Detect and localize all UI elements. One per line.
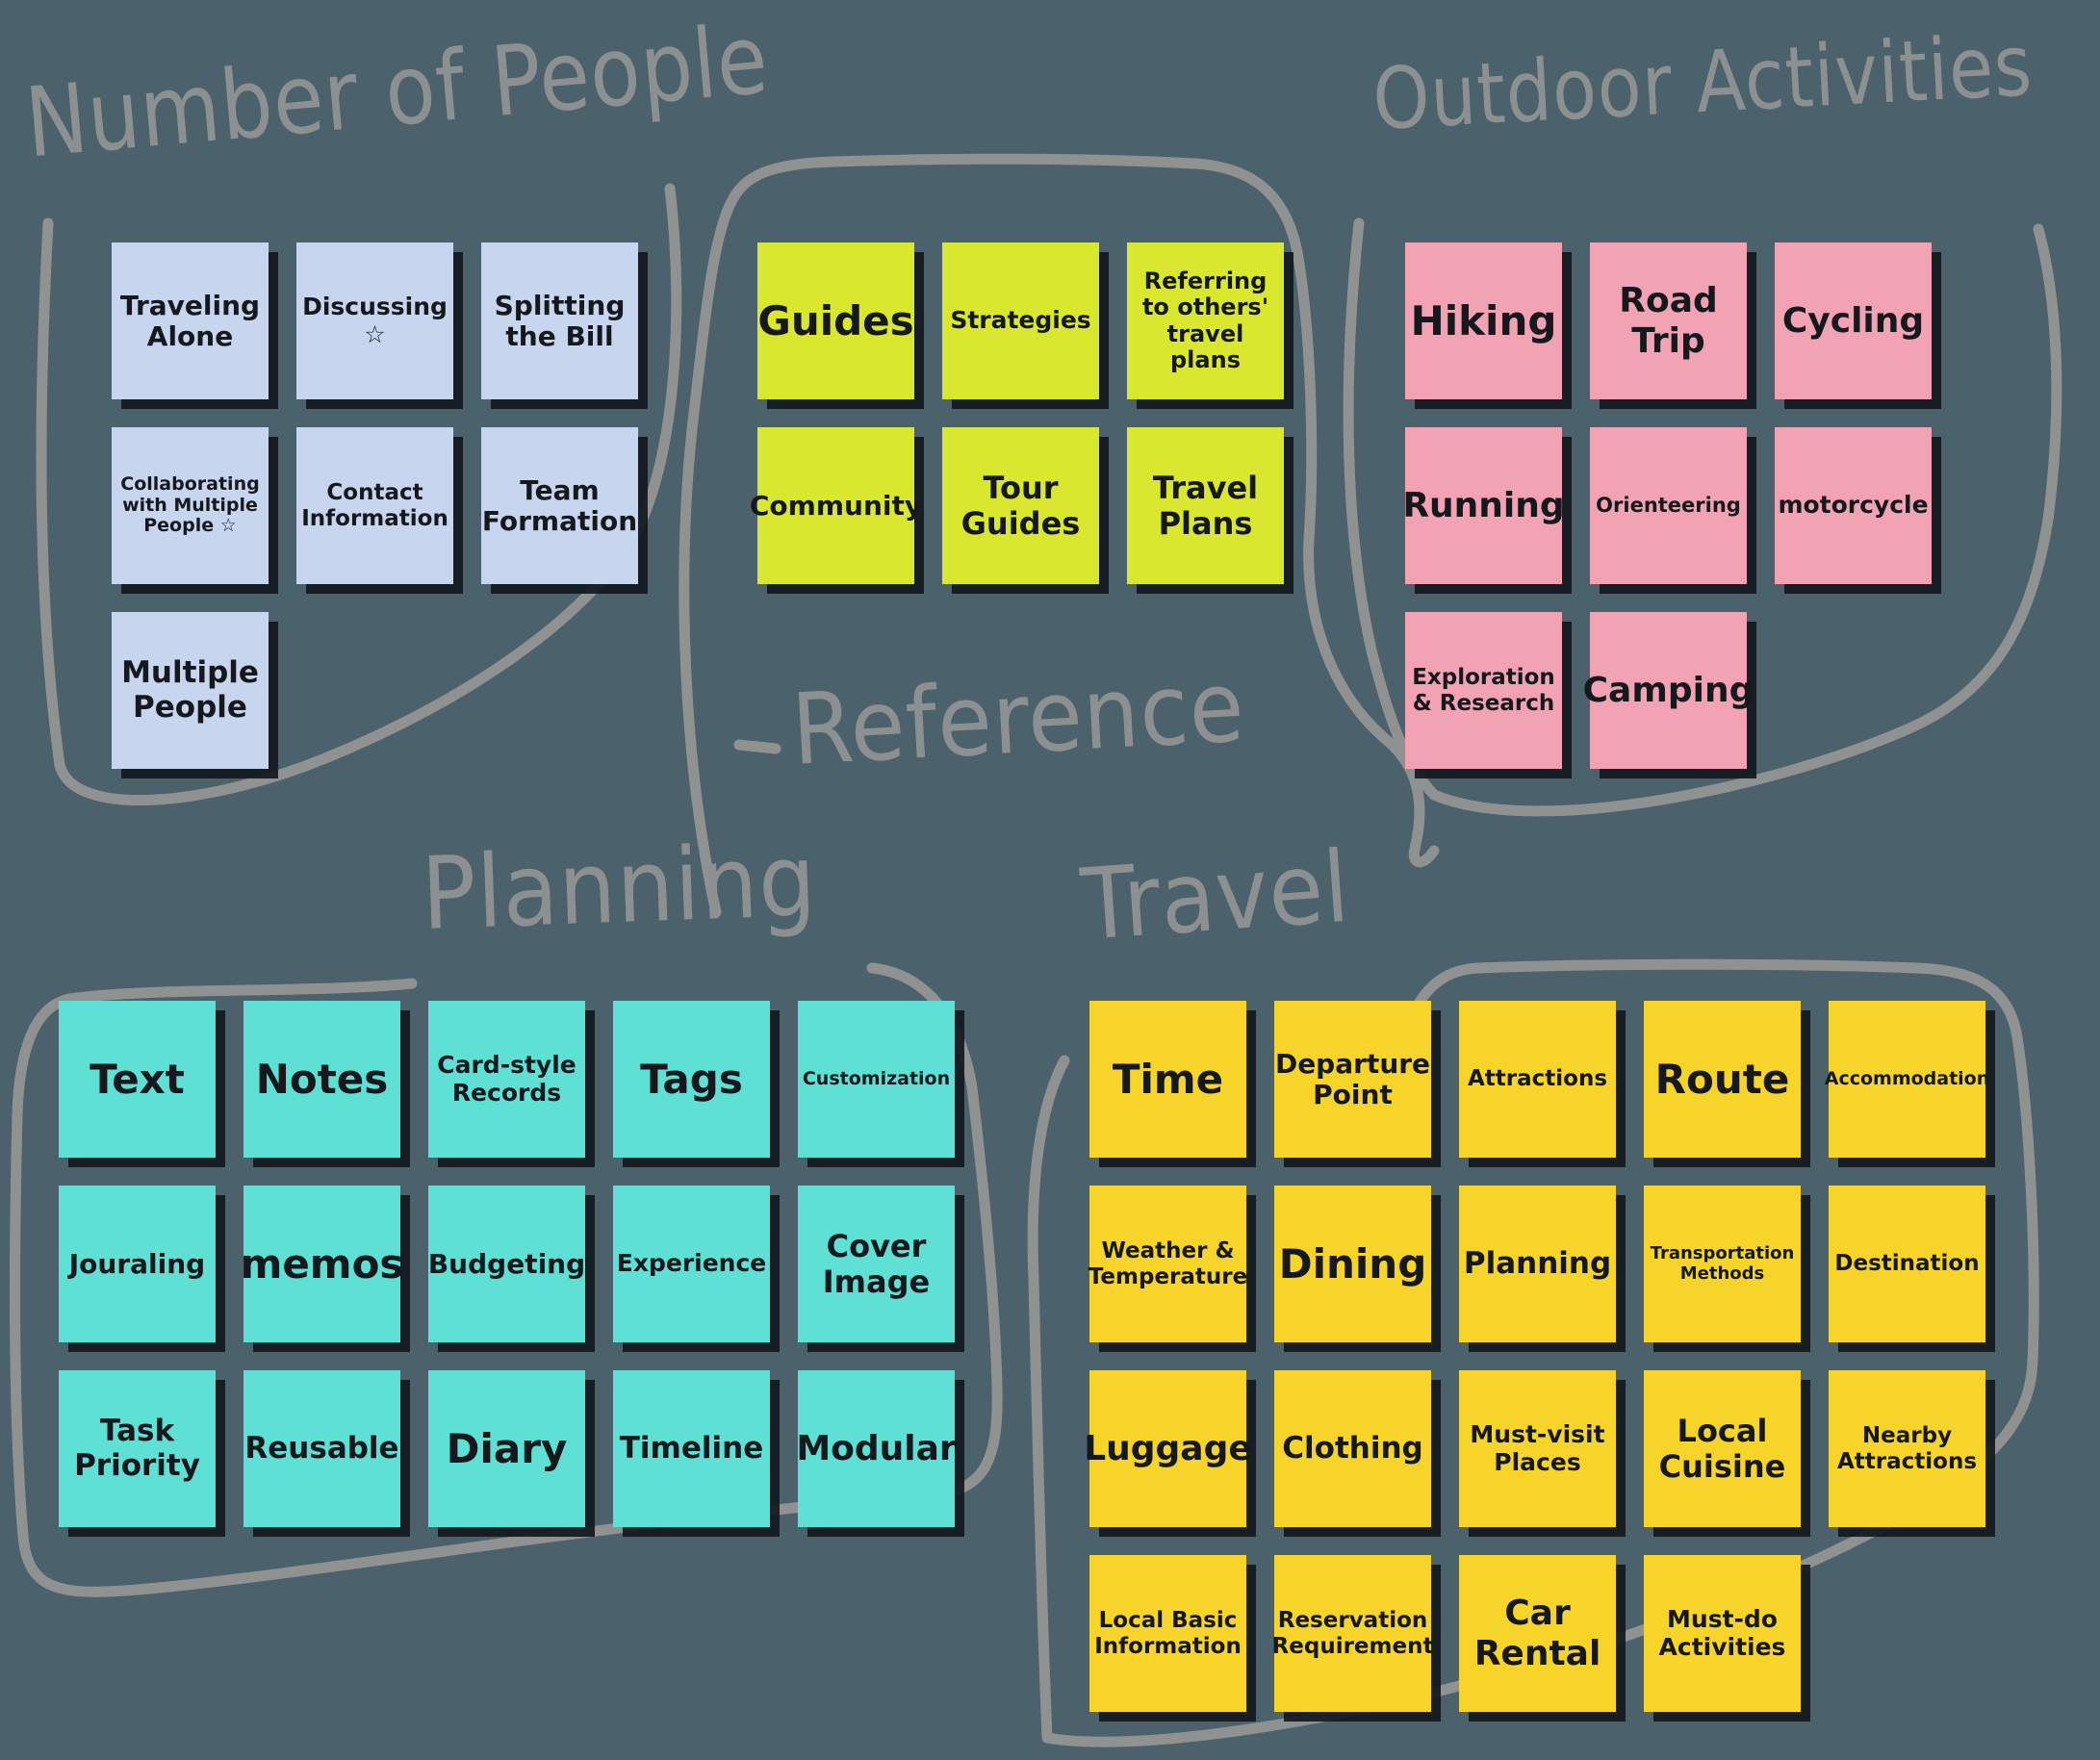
sticky-note[interactable]: Accommodation — [1825, 1001, 1989, 1158]
group-title-outdoor-activities[interactable]: Outdoor Activities — [1370, 15, 2036, 149]
sticky-note[interactable]: Contact Information — [296, 427, 453, 584]
sticky-note[interactable]: Guides — [757, 242, 914, 399]
sticky-note[interactable]: Jouraling — [59, 1186, 216, 1342]
sticky-note[interactable]: Car Rental — [1459, 1555, 1616, 1712]
sticky-note[interactable]: Time — [1089, 1001, 1246, 1158]
sticky-note[interactable]: Route — [1644, 1001, 1801, 1158]
sticky-note[interactable]: Cover Image — [798, 1186, 955, 1342]
sticky-note[interactable]: Community — [750, 427, 922, 584]
sticky-note[interactable]: Tour Guides — [942, 427, 1099, 584]
sticky-note[interactable]: Planning — [1459, 1186, 1616, 1342]
sticky-note[interactable]: Experience — [613, 1186, 770, 1342]
sticky-note[interactable]: Discussing ☆ — [296, 242, 453, 399]
sticky-note[interactable]: Nearby Attractions — [1829, 1370, 1985, 1527]
sticky-note[interactable]: Exploration & Research — [1405, 612, 1562, 769]
sticky-note[interactable]: Collaborating with Multiple People ☆ — [112, 427, 269, 584]
sticky-note[interactable]: Reservation Requirement — [1272, 1555, 1433, 1712]
sticky-note[interactable]: Team Formation — [481, 427, 638, 584]
sticky-note[interactable]: Card-style Records — [428, 1001, 585, 1158]
sticky-note[interactable]: Transportation Methods — [1644, 1186, 1801, 1342]
sticky-note[interactable]: Luggage — [1084, 1370, 1252, 1527]
group-title-planning[interactable]: Planning — [420, 821, 819, 953]
sticky-note[interactable]: Modular — [796, 1370, 957, 1527]
sticky-note[interactable]: Customization — [798, 1001, 955, 1158]
sticky-note[interactable]: Clothing — [1274, 1370, 1431, 1527]
sticky-note[interactable]: Orienteering — [1590, 427, 1747, 584]
sticky-note[interactable]: Multiple People — [112, 612, 269, 769]
sticky-note[interactable]: motorcycle — [1775, 427, 1932, 584]
sticky-note[interactable]: Destination — [1829, 1186, 1985, 1342]
outline-reference-dash — [733, 739, 781, 754]
sticky-note[interactable]: Weather & Temperature — [1088, 1186, 1247, 1342]
sticky-note[interactable]: Road Trip — [1590, 242, 1747, 399]
sticky-note[interactable]: Must-do Activities — [1644, 1555, 1801, 1712]
sticky-note[interactable]: Text — [59, 1001, 216, 1158]
sticky-note[interactable]: Strategies — [942, 242, 1099, 399]
sticky-note[interactable]: Referring to others' travel plans — [1127, 242, 1284, 399]
sticky-note[interactable]: Tags — [613, 1001, 770, 1158]
sticky-note[interactable]: Travel Plans — [1127, 427, 1284, 584]
sticky-note[interactable]: Departure Point — [1274, 1001, 1431, 1158]
sticky-note[interactable]: Notes — [243, 1001, 400, 1158]
sticky-note[interactable]: Task Priority — [59, 1370, 216, 1527]
sticky-note[interactable]: Must-visit Places — [1459, 1370, 1616, 1527]
sticky-note[interactable]: Running — [1402, 427, 1565, 584]
sticky-note[interactable]: Reusable — [243, 1370, 400, 1527]
sticky-note[interactable]: Splitting the Bill — [481, 242, 638, 399]
sticky-note[interactable]: Attractions — [1459, 1001, 1616, 1158]
sticky-note[interactable]: Cycling — [1775, 242, 1932, 399]
group-title-reference[interactable]: Reference — [789, 650, 1247, 788]
sticky-note[interactable]: Timeline — [613, 1370, 770, 1527]
sticky-note[interactable]: Camping — [1583, 612, 1754, 769]
sticky-note[interactable]: Dining — [1274, 1186, 1431, 1342]
group-title-travel[interactable]: Travel — [1078, 829, 1353, 963]
sticky-note[interactable]: Local Cuisine — [1644, 1370, 1801, 1527]
sticky-note[interactable]: Diary — [428, 1370, 585, 1527]
sticky-note[interactable]: Traveling Alone — [112, 242, 269, 399]
sticky-note[interactable]: Hiking — [1405, 242, 1562, 399]
group-title-number-of-people[interactable]: Number of People — [21, 2, 773, 180]
sticky-note[interactable]: Budgeting — [428, 1186, 585, 1342]
sticky-note[interactable]: memos — [241, 1186, 403, 1342]
sticky-note[interactable]: Local Basic Information — [1089, 1555, 1246, 1712]
